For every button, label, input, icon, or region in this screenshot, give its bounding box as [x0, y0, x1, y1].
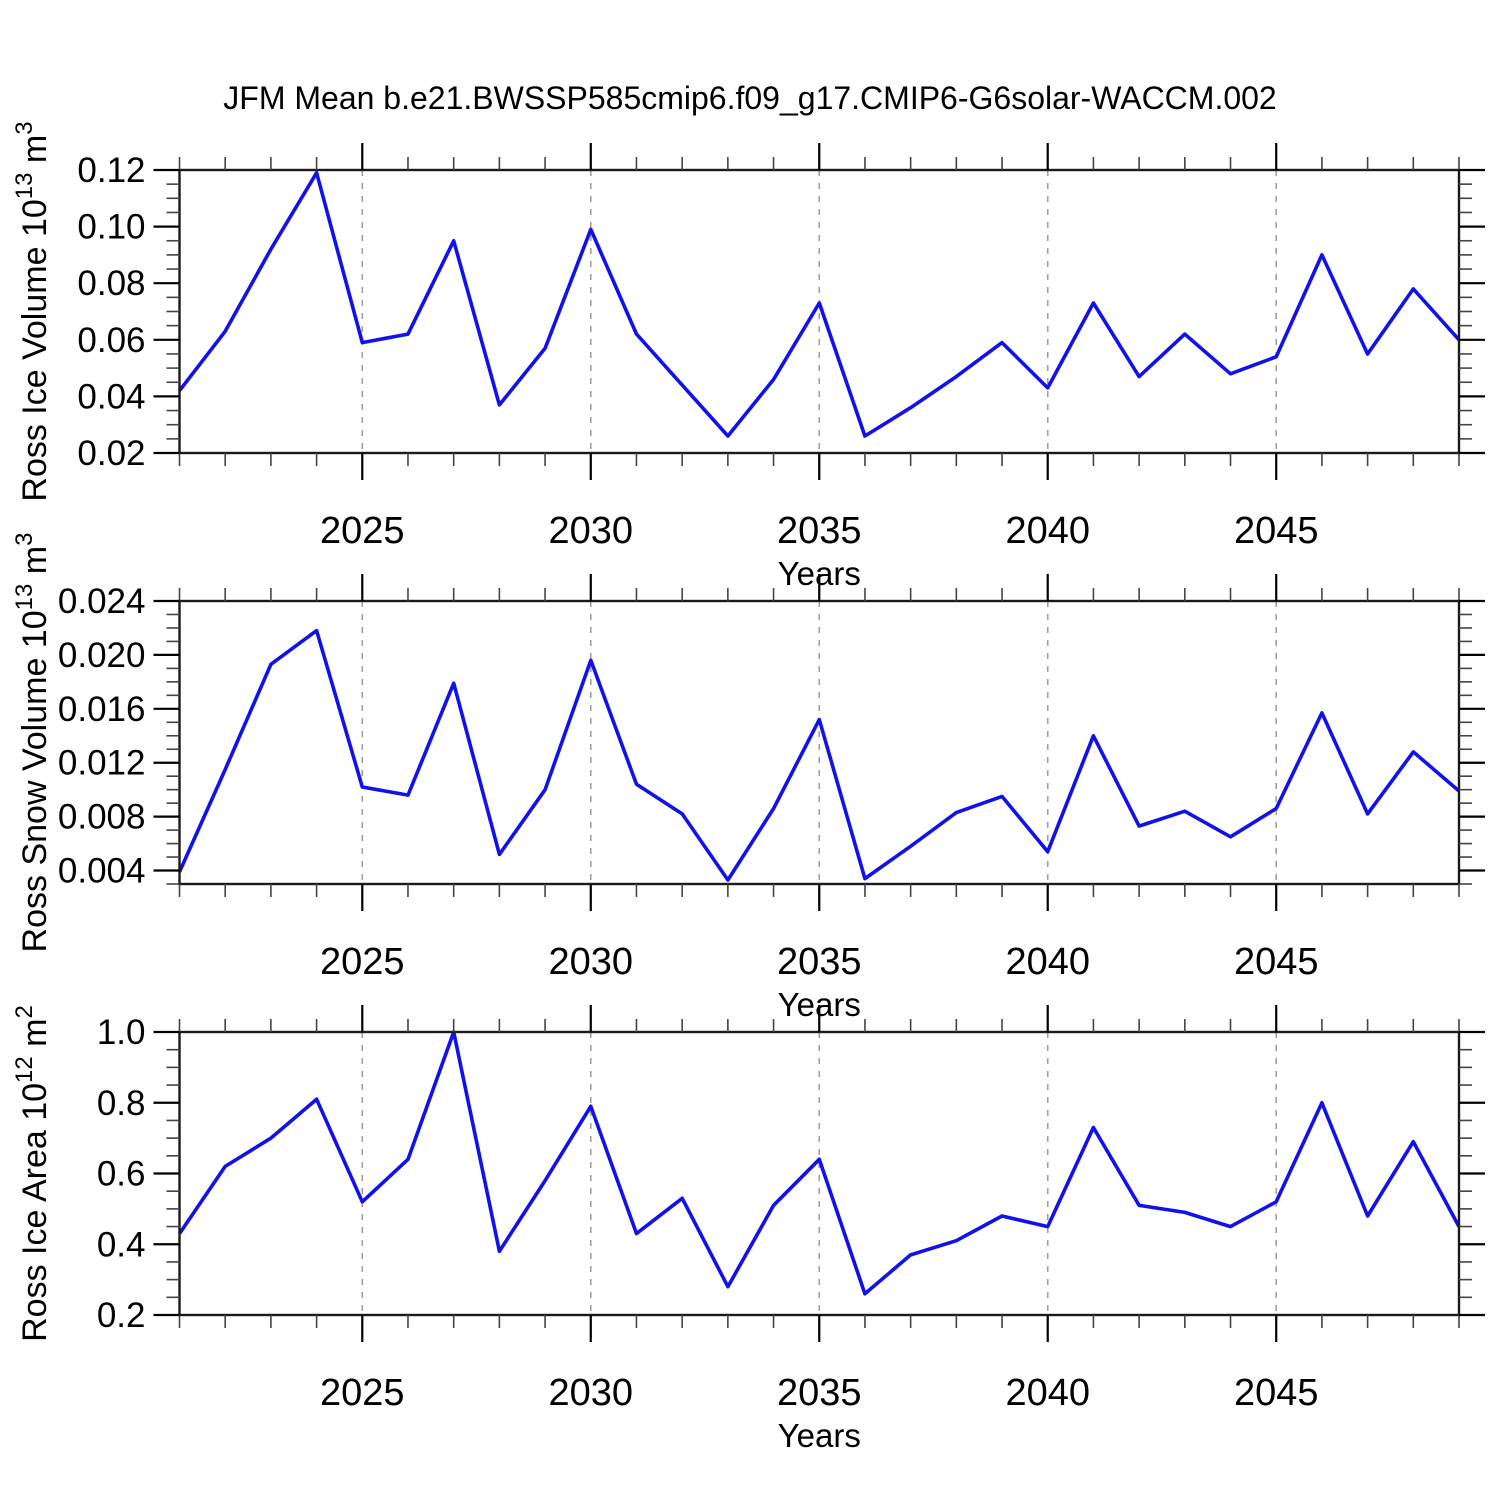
- x-tick-label: 2030: [548, 510, 633, 552]
- chart-ross-ice-volume: 0.02 0.04 0.06 0.08 0.10 0.12 2025 2030 2035 2040…: [11, 121, 1485, 592]
- y-tick-label: 0.020: [58, 636, 146, 675]
- x-axis-title: Years: [778, 1417, 861, 1454]
- y-tick-label: 1.0: [97, 1013, 146, 1052]
- x-tick-label: 2025: [320, 510, 405, 552]
- plot-title: JFM Mean b.e21.BWSSP585cmip6.f09_g17.CMI…: [223, 80, 1277, 116]
- y-axis-title: Ross Ice Volume 1013​ m3​: [11, 121, 54, 501]
- y-tick-label: 0.2: [97, 1296, 146, 1335]
- y-tick-label: 0.004: [58, 852, 146, 891]
- y-axis-title: Ross Ice Area 1012​ m2​: [11, 1005, 54, 1342]
- y-tick-label: 0.008: [58, 798, 146, 837]
- y-tick-label: 0.10: [77, 208, 145, 247]
- data-line: [178, 171, 1461, 438]
- y-tick-label: 0.012: [58, 744, 146, 783]
- chart-ross-ice-area: 0.2 0.4 0.6 0.8 1.0 2025 2030 2035 2040 2045 Years…: [11, 1005, 1485, 1454]
- y-axis-title: Ross Snow Volume 1013​ m3​: [11, 533, 54, 953]
- y-tick-label: 0.024: [58, 582, 146, 621]
- x-tick-label: 2035: [777, 510, 862, 552]
- data-line: [178, 1030, 1461, 1296]
- y-tick-label: 0.4: [97, 1225, 146, 1264]
- chart-ross-snow-volume: 0.004 0.008 0.012 0.016 0.020 0.024 2025 2030 20…: [11, 533, 1485, 1023]
- x-tick-label: 2025: [320, 941, 405, 983]
- x-tick-label: 2040: [1005, 1372, 1090, 1414]
- y-tick-label: 0.04: [77, 377, 145, 416]
- x-tick-label: 2045: [1234, 941, 1319, 983]
- x-tick-label: 2030: [548, 941, 633, 983]
- y-tick-label: 0.02: [77, 434, 145, 473]
- x-tick-label: 2045: [1234, 510, 1319, 552]
- x-tick-label: 2035: [777, 941, 862, 983]
- data-line: [177, 628, 1461, 882]
- x-tick-label: 2035: [777, 1372, 862, 1414]
- x-tick-label: 2040: [1005, 510, 1090, 552]
- y-tick-label: 0.12: [77, 151, 145, 190]
- x-tick-label: 2030: [548, 1372, 633, 1414]
- y-tick-label: 0.08: [77, 264, 145, 303]
- y-tick-label: 0.8: [97, 1084, 146, 1123]
- x-tick-label: 2045: [1234, 1372, 1319, 1414]
- y-tick-label: 0.016: [58, 690, 146, 729]
- x-tick-label: 2025: [320, 1372, 405, 1414]
- y-tick-label: 0.06: [77, 321, 145, 360]
- x-tick-label: 2040: [1005, 941, 1090, 983]
- y-tick-label: 0.6: [97, 1155, 146, 1194]
